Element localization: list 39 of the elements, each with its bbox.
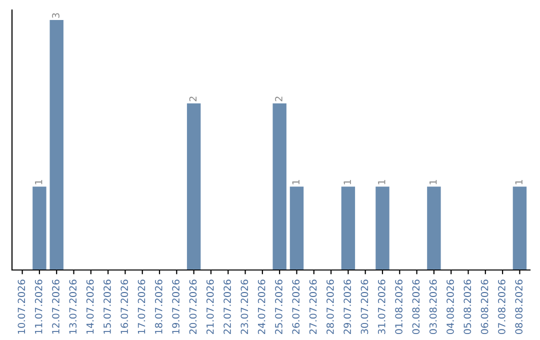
x-tick-label: 16.07.2026 — [120, 280, 128, 334]
x-tick-label: 31.07.2026 — [378, 280, 386, 334]
x-tick-label: 28.07.2026 — [326, 280, 334, 334]
x-tick-label: 07.08.2026 — [498, 280, 506, 334]
x-tick-label: 12.07.2026 — [52, 280, 60, 334]
x-tick-label: 14.07.2026 — [86, 280, 94, 334]
x-tick-label: 08.08.2026 — [515, 280, 523, 334]
x-tick-label: 24.07.2026 — [258, 280, 266, 334]
x-tick-label: 04.08.2026 — [446, 280, 454, 334]
x-tick-label: 19.07.2026 — [172, 280, 180, 334]
data-label: 1 — [378, 180, 386, 184]
data-label: 1 — [430, 180, 437, 184]
x-tick-label: 13.07.2026 — [69, 280, 77, 334]
x-tick-label: 18.07.2026 — [154, 280, 162, 334]
x-tick-label: 26.07.2026 — [292, 280, 300, 334]
x-tick-label: 02.08.2026 — [412, 280, 420, 334]
x-tick-label: 01.08.2026 — [395, 280, 402, 334]
x-tick-label: 15.07.2026 — [104, 280, 111, 334]
data-label: 1 — [35, 180, 42, 184]
data-label: 3 — [52, 13, 60, 18]
data-label: 1 — [515, 180, 522, 184]
x-tick-label: 29.07.2026 — [344, 280, 352, 334]
x-tick-label: 05.08.2026 — [464, 280, 472, 334]
x-tick-label: 27.07.2026 — [309, 280, 317, 334]
x-tick-label: 11.07.2026 — [34, 280, 42, 334]
x-tick-label: 25.07.2026 — [275, 280, 282, 334]
data-label: 1 — [292, 180, 300, 184]
data-label: 2 — [275, 96, 282, 102]
x-tick-label: 21.07.2026 — [206, 280, 214, 334]
data-label: 1 — [344, 180, 351, 184]
x-tick-label: 03.08.2026 — [429, 280, 437, 334]
x-tick-label: 06.08.2026 — [480, 280, 488, 334]
x-tick-label: 17.07.2026 — [138, 280, 146, 334]
data-label: 2 — [189, 96, 196, 102]
x-tick-label: 23.07.2026 — [240, 280, 248, 334]
x-tick-label: 30.07.2026 — [360, 280, 368, 334]
x-tick-label: 22.07.2026 — [224, 280, 231, 334]
x-tick-label: 20.07.2026 — [189, 280, 197, 334]
x-tick-label: 10.07.2026 — [18, 280, 26, 334]
